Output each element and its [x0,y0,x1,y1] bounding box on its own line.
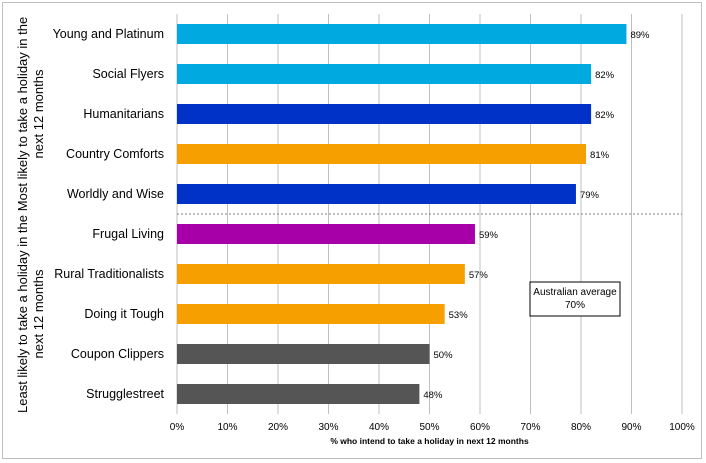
x-tick-label: 50% [419,422,439,433]
x-tick-label: 70% [520,422,540,433]
x-tick-label: 20% [268,422,288,433]
x-tick-label: 100% [669,422,695,433]
category-label: Coupon Clippers [71,347,164,361]
x-tick-label: 0% [170,422,185,433]
x-tick-label: 80% [571,422,591,433]
x-tick-label: 90% [621,422,641,433]
x-tick-label: 40% [369,422,389,433]
average-annotation-text: 70% [565,300,585,311]
bar [177,104,592,124]
x-axis-title: % who intend to take a holiday in next 1… [330,436,529,446]
group-label: Most likely to take a holiday in thenext… [15,17,46,211]
group-label-line: Least likely to take a holiday in the [15,215,30,413]
data-label: 59% [479,230,499,241]
data-label: 82% [595,70,615,81]
category-label: Humanitarians [83,107,164,121]
bar [177,384,420,404]
data-label: 53% [449,310,469,321]
data-label: 81% [590,150,610,161]
group-label-line: next 12 months [31,269,46,358]
bar [177,144,587,164]
data-label: 82% [595,110,615,121]
data-label: 48% [423,390,443,401]
group-label: Least likely to take a holiday in thenex… [15,215,46,413]
data-label: 79% [580,190,600,201]
category-label: Doing it Tough [84,307,164,321]
bar [177,344,430,364]
average-annotation-text: Australian average [533,287,617,298]
category-label: Strugglestreet [86,387,164,401]
category-label: Young and Platinum [53,27,164,41]
x-tick-label: 10% [217,422,237,433]
data-label: 50% [434,350,454,361]
bar [177,184,576,204]
bar [177,224,475,244]
bar [177,264,465,284]
group-label-line: next 12 months [31,69,46,158]
bar [177,24,627,44]
category-label: Social Flyers [92,67,164,81]
average-annotation-box [529,281,621,317]
group-label-line: Most likely to take a holiday in the [15,17,30,211]
category-label: Country Comforts [66,147,164,161]
bar [177,304,445,324]
data-label: 57% [469,270,489,281]
bar [177,64,592,84]
category-label: Worldly and Wise [67,187,164,201]
x-tick-label: 60% [470,422,490,433]
category-label: Rural Traditionalists [54,267,164,281]
x-tick-label: 30% [318,422,338,433]
data-label: 89% [630,30,650,41]
category-label: Frugal Living [92,227,164,241]
